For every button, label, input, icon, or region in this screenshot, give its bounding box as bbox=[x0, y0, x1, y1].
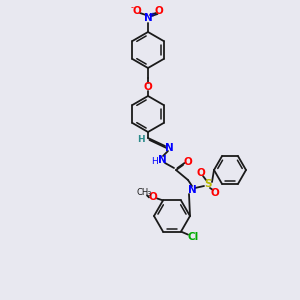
Text: Cl: Cl bbox=[188, 232, 199, 242]
Text: -: - bbox=[130, 4, 134, 13]
Text: +: + bbox=[150, 12, 155, 18]
Text: N: N bbox=[188, 185, 196, 195]
Text: N: N bbox=[158, 155, 166, 165]
Text: N: N bbox=[144, 13, 152, 23]
Text: 3: 3 bbox=[147, 191, 151, 197]
Text: O: O bbox=[196, 168, 206, 178]
Text: O: O bbox=[211, 188, 219, 198]
Text: O: O bbox=[144, 82, 152, 92]
Text: O: O bbox=[184, 157, 192, 167]
Text: H: H bbox=[137, 136, 145, 145]
Text: H: H bbox=[152, 157, 158, 166]
Text: O: O bbox=[154, 6, 164, 16]
Text: N: N bbox=[165, 143, 173, 153]
Text: S: S bbox=[204, 179, 212, 189]
Text: CH: CH bbox=[137, 188, 149, 197]
Text: O: O bbox=[133, 6, 141, 16]
Text: O: O bbox=[148, 192, 158, 203]
